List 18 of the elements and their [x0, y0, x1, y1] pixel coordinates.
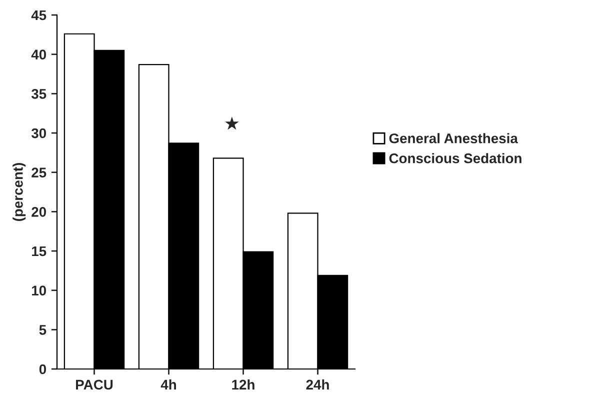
legend-label: General Anesthesia: [389, 133, 518, 144]
legend-label: Conscious Sedation: [389, 153, 522, 164]
y-tick-label: 30: [31, 128, 46, 138]
y-tick-label: 5: [39, 325, 46, 335]
x-tick-label: PACU: [76, 380, 113, 390]
annotation: ★: [225, 116, 239, 130]
y-tick-label: 15: [32, 246, 46, 256]
x-tick-label: 12h: [232, 379, 254, 390]
y-tick-label: 45: [31, 10, 46, 20]
y-tick-label: 0: [39, 364, 46, 374]
y-tick-label: 10: [32, 286, 46, 296]
y-tick-label: 40: [31, 50, 46, 60]
x-tick-label: 24h: [306, 379, 329, 390]
y-axis-title: (percent): [12, 162, 26, 222]
y-tick-label: 35: [31, 89, 46, 99]
y-tick-label: 25: [32, 168, 46, 178]
y-tick-label: 20: [32, 207, 46, 217]
x-tick-label: 4h: [160, 379, 176, 390]
